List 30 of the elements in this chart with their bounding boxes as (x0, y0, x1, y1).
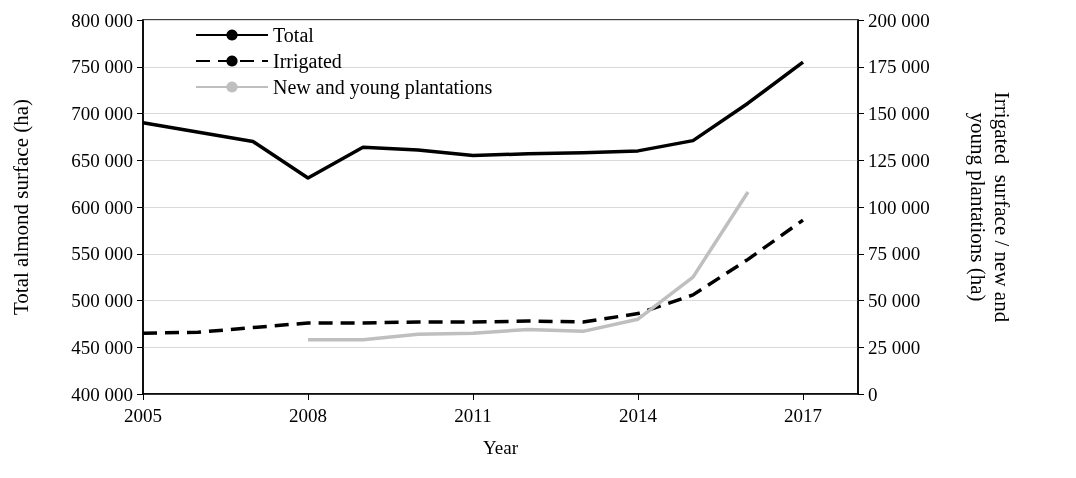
y-tick-label: 650 000 (71, 149, 133, 171)
line-series (306, 190, 750, 342)
y-tick-label: 800 000 (71, 9, 133, 31)
y2-tick-label: 25 000 (868, 336, 921, 358)
y2-tick-label: 125 000 (868, 149, 930, 171)
x-axis-title: Year (482, 437, 519, 458)
y2-tick-label: 50 000 (868, 290, 921, 311)
legend-label: Total (273, 24, 315, 46)
y2-tick-label: 150 000 (868, 103, 930, 124)
y2-tick-label: 100 000 (868, 196, 930, 218)
legend-label: Irrigated (273, 50, 342, 73)
y2-axis-title: Irrigated surface / new and young plantations (ha) (966, 91, 1014, 323)
y2-tick-label: 175 000 (868, 56, 930, 78)
x-tick-label: 2008 (289, 405, 327, 426)
x-tick-label: 2011 (454, 405, 492, 426)
y-tick-label: 400 000 (71, 383, 133, 405)
y2-tick-label: 0 (868, 383, 878, 405)
y-tick-label: 500 000 (71, 290, 133, 311)
x-tick-label: 2017 (784, 405, 822, 426)
y2-tick-label: 75 000 (868, 243, 921, 265)
y-tick-label: 750 000 (71, 56, 133, 78)
y-tick-label: 450 000 (71, 336, 133, 358)
y2-tick-label: 200 000 (868, 9, 930, 31)
y-tick-label: 700 000 (71, 103, 133, 124)
y-tick-label: 550 000 (71, 243, 133, 265)
y-tick-label: 600 000 (71, 196, 133, 218)
y-axis-title: Total almond surface (ha) (8, 98, 33, 316)
legend-label: New and young plantations (273, 76, 493, 99)
x-tick-label: 2014 (619, 405, 658, 426)
x-tick-label: 2005 (124, 405, 162, 426)
